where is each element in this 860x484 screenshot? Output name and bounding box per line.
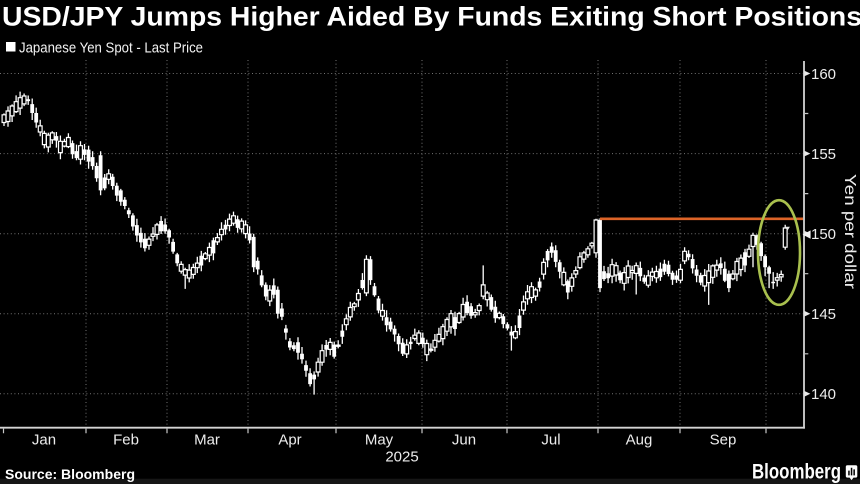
svg-text:Japanese Yen Spot - Last Price: Japanese Yen Spot - Last Price bbox=[19, 40, 203, 57]
svg-text:Sep: Sep bbox=[710, 432, 737, 449]
svg-text:Jul: Jul bbox=[541, 432, 560, 449]
svg-text:Bloomberg: Bloomberg bbox=[752, 461, 841, 484]
svg-text:Yen per dollar: Yen per dollar bbox=[841, 174, 858, 290]
svg-text:Mar: Mar bbox=[194, 432, 220, 449]
svg-text:155: 155 bbox=[811, 146, 836, 163]
svg-text:150: 150 bbox=[811, 226, 836, 243]
svg-text:Feb: Feb bbox=[113, 432, 139, 449]
svg-text:Apr: Apr bbox=[278, 432, 301, 449]
svg-text:Source: Bloomberg: Source: Bloomberg bbox=[5, 467, 135, 482]
svg-text:May: May bbox=[365, 432, 394, 449]
svg-text:Jan: Jan bbox=[32, 432, 56, 449]
svg-text:Jun: Jun bbox=[452, 432, 476, 449]
svg-text:160: 160 bbox=[811, 66, 836, 83]
svg-text:Aug: Aug bbox=[626, 432, 653, 449]
svg-text:USD/JPY Jumps Higher Aided By: USD/JPY Jumps Higher Aided By Funds Exit… bbox=[2, 2, 860, 32]
svg-text:140: 140 bbox=[811, 386, 836, 403]
svg-text:145: 145 bbox=[811, 306, 836, 323]
svg-text:2025: 2025 bbox=[385, 449, 418, 466]
